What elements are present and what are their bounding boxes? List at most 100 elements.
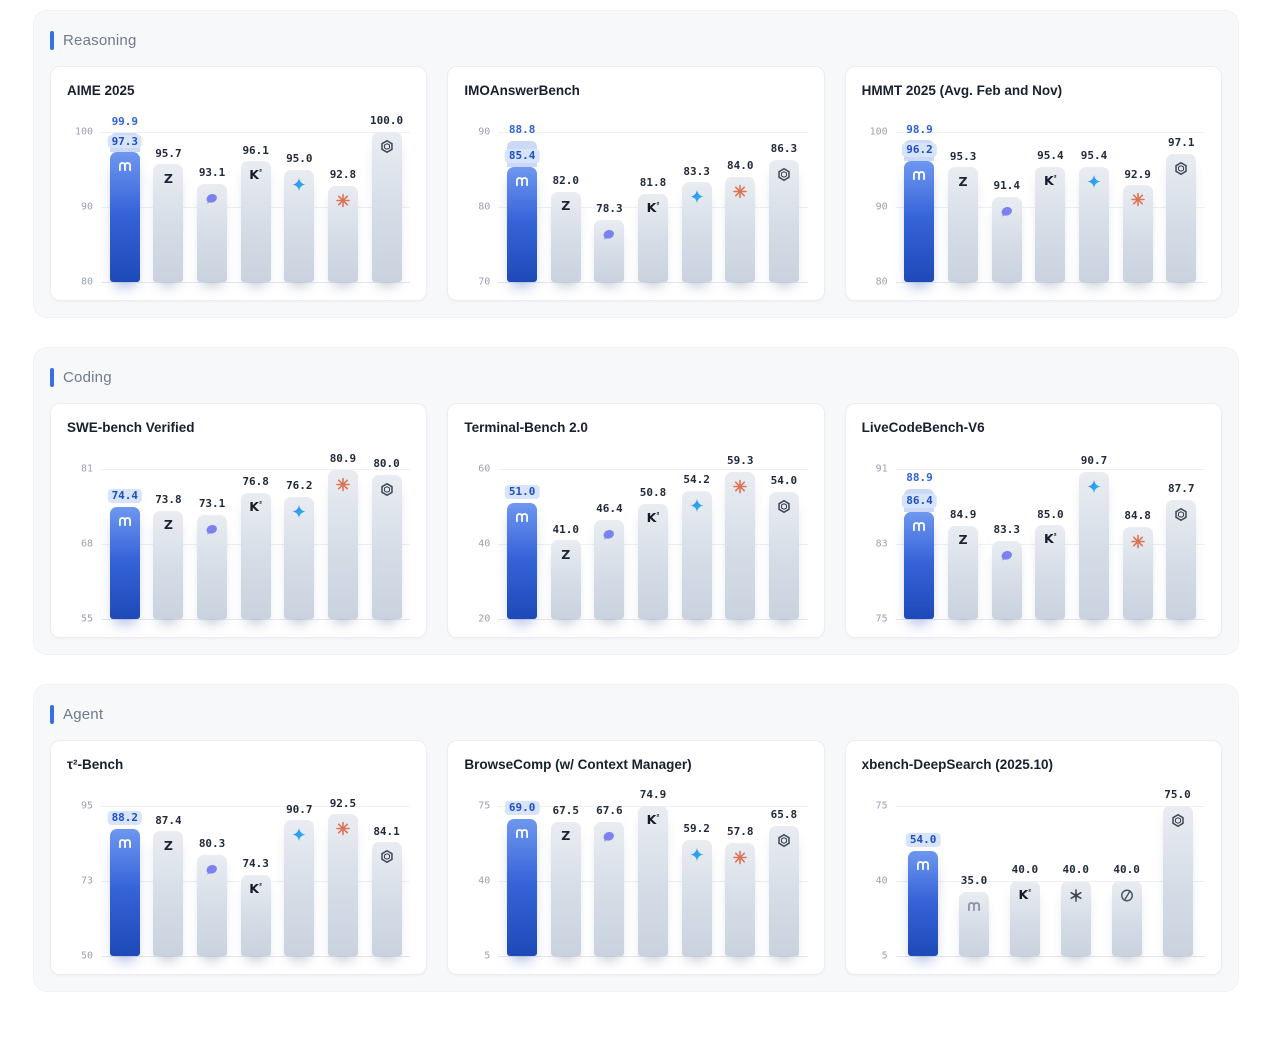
value-label: 87.7 (1167, 482, 1195, 496)
bar-group: 98.9 96.2 (898, 123, 942, 282)
featured-model-bar (908, 851, 939, 956)
model-bar (284, 169, 315, 282)
model-bar: K² (1009, 881, 1040, 956)
value-label: 50.8 (639, 485, 667, 499)
openai-icon (1174, 161, 1189, 176)
value-label: 80.3 (198, 837, 226, 851)
y-axis-tick: 50 (80, 950, 93, 962)
bar-group: 83.3 (675, 132, 719, 282)
value-label: 97.1 (1167, 136, 1195, 149)
chart-title: BrowseComp (w/ Context Manager) (464, 757, 692, 772)
whale-icon (205, 862, 220, 877)
model-bar: K² (1035, 525, 1066, 619)
k-logo-icon: K² (646, 812, 660, 828)
y-axis-tick: 90 (478, 126, 491, 138)
gridline (498, 619, 808, 620)
value-label: 73.8 (155, 492, 182, 506)
value-label: 84.8 (1124, 509, 1151, 523)
secondary-value-label: 88.9 (906, 470, 933, 484)
y-axis-tick: 40 (875, 875, 888, 887)
benchmark-card: SWE-bench Verified 81 68 55 74.4 Z 73.8 73.1 K² 7… (50, 403, 428, 638)
value-label: 84.1 (373, 824, 400, 838)
starburst-icon (335, 477, 350, 492)
bar-group: 67.6 (588, 804, 632, 956)
bar-group: Z 84.9 (941, 469, 985, 619)
bar-group: 54.0 (762, 469, 806, 619)
y-axis-tick: 80 (478, 201, 491, 213)
gridline (895, 806, 1205, 807)
value-label: 83.3 (993, 523, 1020, 537)
plot-area: 74.4 Z 73.8 73.1 K² 76.8 76.2 80.9 80.0 (101, 452, 411, 620)
gear-glyph-icon (1068, 888, 1083, 903)
bar-group: 83.3 (985, 469, 1029, 619)
k-logo-icon: K² (1043, 531, 1057, 547)
y-axis: 60 40 20 (464, 464, 490, 625)
bar-group: Z 95.7 (147, 132, 191, 282)
bar-group: 88.8 85.4 (500, 123, 544, 282)
value-label: 86.3 (770, 142, 798, 155)
model-bar (681, 490, 712, 619)
bar-group: K² 76.8 (234, 469, 278, 619)
model-bar (284, 496, 315, 619)
benchmark-card: HMMT 2025 (Avg. Feb and Nov) 100 90 80 98.9 9… (844, 66, 1222, 301)
value-label: 73.1 (198, 496, 226, 510)
whale-icon (602, 227, 617, 242)
y-axis-tick: 73 (80, 875, 93, 887)
secondary-value-label: 99.9 (111, 115, 139, 128)
gridline (498, 956, 808, 957)
model-bar (197, 855, 228, 956)
bar-group: 40.0 (1101, 806, 1152, 956)
gridline (498, 469, 808, 470)
section-header: Coding (50, 368, 1222, 387)
bar-group: Z 82.0 (544, 132, 588, 282)
y-axis: 95 73 50 (67, 801, 93, 962)
benchmark-card: τ²-Bench 95 73 50 88.2 Z 87.4 80.3 K² 74.3 90.7 92.… (50, 740, 428, 975)
model-bar (1111, 881, 1142, 956)
y-axis-tick: 80 (80, 276, 93, 288)
model-bar (725, 842, 756, 956)
benchmark-card: BrowseComp (w/ Context Manager) 75 40 5 69.0… (447, 740, 825, 975)
gridline (895, 881, 1205, 882)
bar-group: 84.0 (718, 132, 762, 282)
bar-chart: 91 83 75 88.9 86.4 Z 84.9 83.3 K² 85.0 90.7 84.8 87.… (862, 435, 1205, 625)
value-label: 84.0 (727, 159, 754, 173)
diamond-sparkle-icon (1086, 479, 1101, 494)
bar-group: 80.9 (321, 452, 365, 619)
model-bar (725, 471, 756, 619)
k-logo-icon: K² (646, 509, 660, 525)
bar-group: 97.1 (1159, 132, 1203, 282)
m-logo-icon (912, 519, 927, 534)
bar-chart: 90 80 70 88.8 85.4 Z 82.0 78.3 K² 81.8 83.3 84.0 86.… (464, 98, 808, 288)
bar-group: 91.4 (985, 132, 1029, 282)
gridline (498, 282, 808, 283)
value-label: 46.4 (596, 502, 623, 516)
value-label: 86.4 (902, 494, 937, 509)
value-label: 78.3 (596, 202, 623, 215)
benchmark-card: Terminal-Bench 2.0 60 40 20 51.0 Z 41.0 46.4 K² 5… (447, 403, 825, 638)
y-axis-tick: 83 (875, 538, 888, 550)
bar-group: 84.1 (365, 806, 409, 956)
model-bar (284, 820, 315, 956)
value-label: 95.0 (286, 151, 313, 165)
cards-row: SWE-bench Verified 81 68 55 74.4 Z 73.8 73.1 K² 7… (50, 403, 1222, 638)
bar-group: K² 74.9 (631, 788, 675, 956)
model-bar (197, 514, 228, 619)
bar-group: 88.9 86.4 (898, 469, 942, 619)
gridline (101, 806, 411, 807)
value-label: 95.4 (1037, 148, 1064, 162)
value-label: 96.1 (242, 143, 269, 157)
m-logo-icon (916, 858, 931, 873)
model-bar (768, 825, 799, 956)
section-header: Agent (50, 705, 1222, 724)
orbit-circle-icon (1119, 888, 1134, 903)
openai-icon (1170, 813, 1185, 828)
plot-area: 98.9 96.2 Z 95.3 91.4 K² 95.4 95.4 92.9 97.1 (895, 123, 1205, 283)
benchmark-card: xbench-DeepSearch (2025.10) 75 40 5 54.0 35.0… (844, 740, 1222, 975)
plot-area: 88.9 86.4 Z 84.9 83.3 K² 85.0 90.7 84.8 87.7 (895, 454, 1205, 620)
value-label: 97.3 (107, 134, 143, 149)
z-logo-icon: Z (163, 516, 173, 532)
model-bar: Z (153, 510, 184, 619)
model-bar (991, 196, 1022, 282)
bar-group: 75.0 (1152, 788, 1203, 956)
value-label: 35.0 (960, 873, 988, 887)
